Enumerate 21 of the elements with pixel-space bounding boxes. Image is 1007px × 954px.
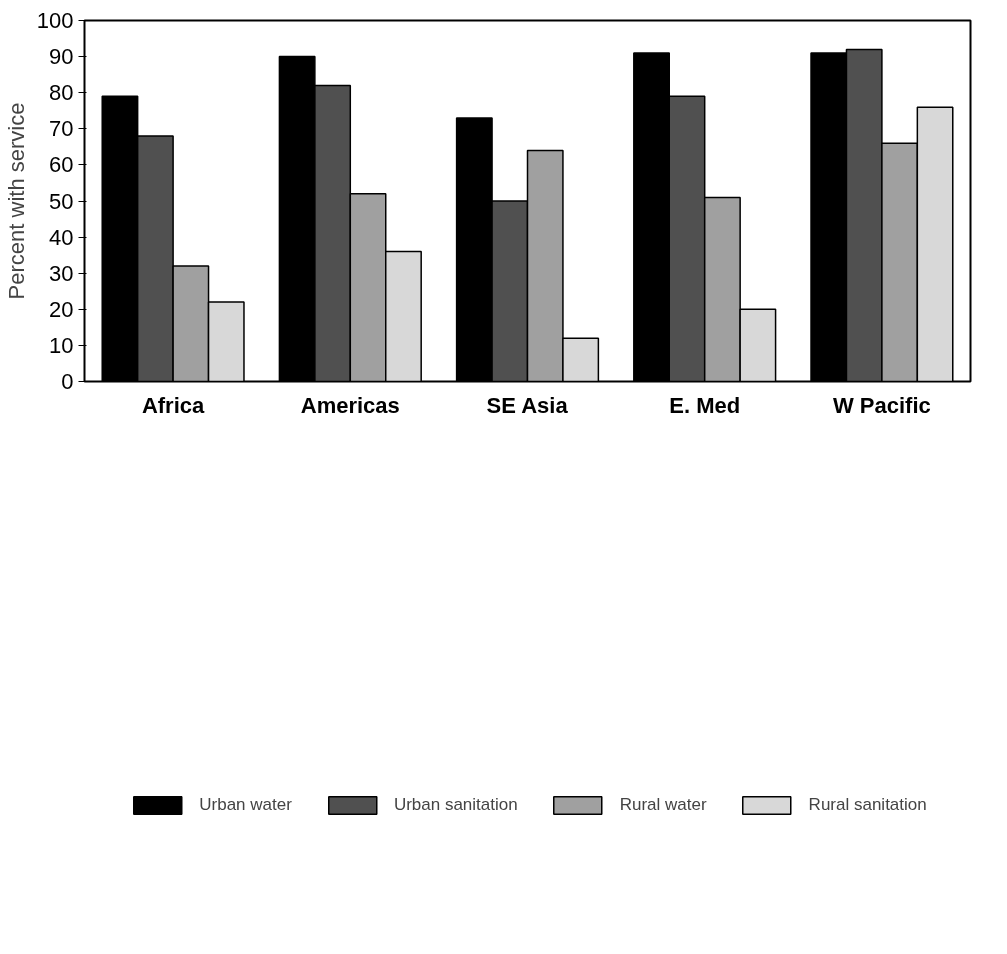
legend-label: Rural sanitation — [808, 794, 927, 815]
x-tick-label: Africa — [141, 392, 206, 418]
y-tick-label: 20 — [49, 296, 74, 322]
y-tick-label: 100 — [36, 8, 74, 33]
x-tick-label: Americas — [300, 392, 400, 418]
legend-label: Urban water — [199, 794, 292, 815]
y-tick-label: 60 — [49, 152, 74, 178]
y-tick-label: 40 — [49, 224, 74, 250]
y-tick-label: 30 — [49, 260, 74, 286]
y-tick-label: 80 — [49, 80, 74, 106]
y-tick-label: 90 — [49, 44, 74, 70]
x-tick-label: W Pacific — [833, 392, 931, 418]
legend-label: Rural water — [619, 794, 707, 815]
y-tick-label: 50 — [49, 188, 74, 214]
x-tick-label: SE Asia — [486, 392, 569, 418]
y-axis-title: Percent with service — [3, 102, 29, 300]
y-tick-label: 70 — [49, 116, 74, 142]
legend-label: Urban sanitation — [393, 794, 518, 815]
y-tick-label: 0 — [61, 369, 74, 394]
y-tick-label: 10 — [49, 332, 74, 358]
x-tick-label: E. Med — [669, 392, 741, 418]
